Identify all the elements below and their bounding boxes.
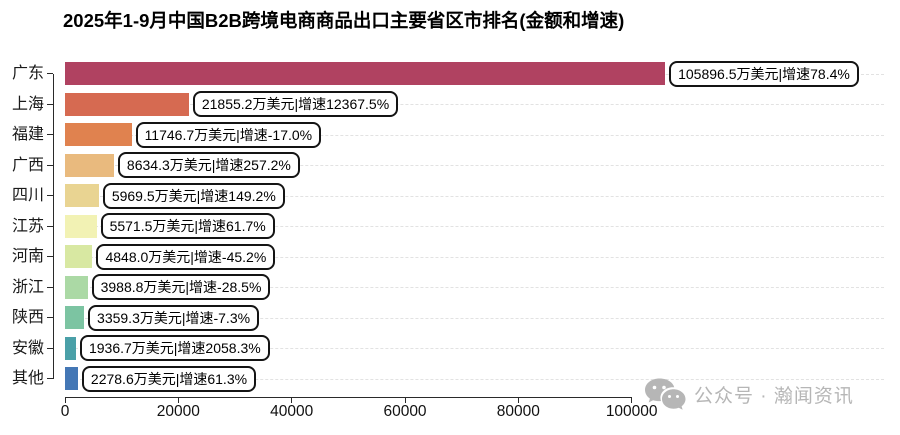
x-axis-tick [177,397,179,403]
bar-广西 [65,153,114,177]
x-axis-tick [64,397,66,403]
bar-上海 [65,92,189,116]
grid-line [65,134,884,136]
y-axis-tick [47,73,53,74]
bar-label-box: 5571.5万美元|增速61.7% [100,213,275,239]
category-label: 福建 [11,126,44,143]
bar-陕西 [65,306,85,329]
grid-line [65,165,884,166]
y-axis-tick [47,134,53,135]
x-axis-tick-label: 0 [60,403,70,420]
bar-label-box: 21855.2万美元|增速12367.5% [192,91,399,117]
bar-福建 [65,123,132,146]
category-label: 上海 [11,95,44,113]
category-label: 河南 [11,248,44,265]
bar-其他 [65,367,78,390]
x-axis-tick [291,397,293,403]
grid-line [65,195,884,197]
bar-label-box: 105896.5万美元|增速78.4% [669,60,859,87]
bar-浙江 [65,275,88,299]
y-axis-tick [47,256,53,257]
x-axis-tick-label: 100000 [605,403,658,420]
bar-label-box: 1936.7万美元|增速2058.3% [79,335,270,361]
wechat-icon [645,378,686,410]
bar-label-box: 2278.6万美元|增速61.3% [81,365,257,392]
grid-line [65,256,884,258]
bar-广东 [65,62,666,85]
y-axis-tick [47,286,53,288]
chart-title: 2025年1-9月中国B2B跨境电商商品出口主要省区市排名(金额和增速) [63,10,625,31]
x-axis-tick-label: 60000 [383,403,427,420]
y-axis-tick [47,317,53,318]
x-axis-tick-label: 40000 [270,403,314,420]
x-axis-line [65,397,632,398]
x-axis-tick-label: 20000 [156,403,200,420]
watermark-text: 公众号 · 瀚闻资讯 [694,385,854,407]
x-axis-tick [631,397,633,403]
watermark: 公众号 · 瀚闻资讯 [644,377,854,411]
bar-label-box: 11746.7万美元|增速-17.0% [135,121,322,148]
y-axis-tick [47,347,53,349]
x-axis-tick [517,397,519,403]
bar-label-box: 3988.8万美元|增速-28.5% [91,274,271,300]
x-axis-tick [404,397,406,403]
category-label: 江苏 [11,217,44,235]
category-label: 其他 [11,370,44,387]
grid-line [65,287,884,288]
x-axis-tick-label: 80000 [496,403,540,420]
bar-label-box: 4848.0万美元|增速-45.2% [96,243,276,270]
y-axis-line [53,73,54,379]
bar-label-box: 8634.3万美元|增速257.2% [117,152,300,178]
bar-label-box: 5969.5万美元|增速149.2% [102,182,285,209]
category-label: 浙江 [11,278,44,296]
category-label: 陕西 [11,309,44,326]
category-label: 安徽 [11,339,44,357]
grid-line [65,226,884,227]
category-label: 广东 [11,65,44,82]
grid-line [65,317,884,319]
grid-line [65,104,884,105]
bar-江苏 [65,214,97,238]
y-axis-tick [47,164,53,166]
bar-四川 [65,184,99,207]
category-label: 广西 [11,156,44,174]
category-label: 四川 [11,187,44,204]
bar-安徽 [65,336,76,360]
grid-line [65,348,884,349]
y-axis-tick [47,103,53,105]
y-axis-tick [47,225,53,227]
y-axis-tick [47,195,53,196]
y-axis-tick [47,378,53,379]
bar-label-box: 3359.3万美元|增速-7.3% [88,304,260,331]
grid-line [65,378,884,380]
bar-河南 [65,245,93,268]
